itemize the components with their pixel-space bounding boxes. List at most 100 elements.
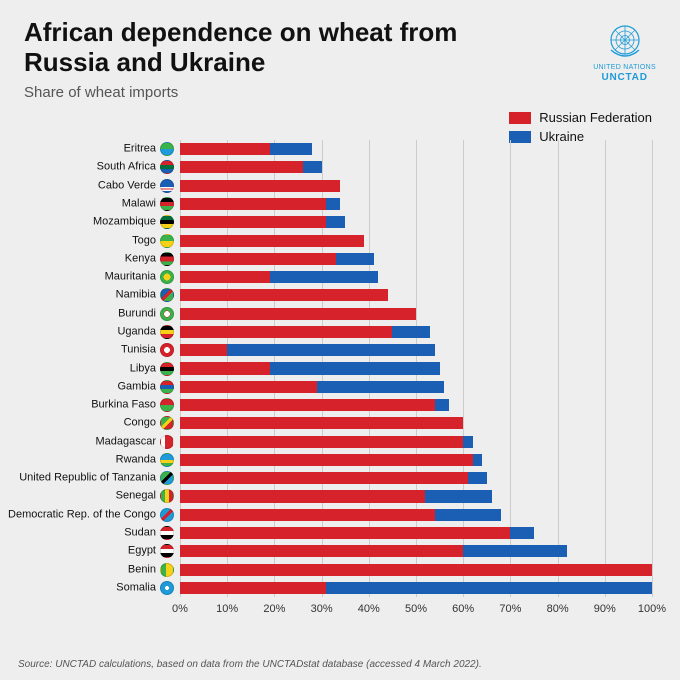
bar-segment-russia: [180, 326, 392, 338]
country-label: Somalia: [0, 582, 156, 593]
bar-segment-ukraine: [435, 399, 449, 411]
flag-icon: [160, 325, 174, 339]
x-tick-label: 70%: [499, 603, 521, 615]
country-label: Gambia: [0, 381, 156, 392]
bar-row: Burundi: [180, 305, 652, 323]
bar-segment-russia: [180, 216, 326, 228]
bar-stack: [180, 545, 652, 557]
bar-stack: [180, 417, 652, 429]
flag-icon: [160, 563, 174, 577]
bar-stack: [180, 564, 652, 576]
country-label: Eritrea: [0, 144, 156, 155]
bar-row: Namibia: [180, 286, 652, 304]
bar-segment-ukraine: [392, 326, 430, 338]
bar-segment-russia: [180, 344, 227, 356]
logo-line-2: UNCTAD: [593, 72, 656, 83]
bar-row: Cabo Verde: [180, 177, 652, 195]
chart-title: African dependence on wheat from Russia …: [24, 18, 524, 78]
bar-segment-russia: [180, 198, 326, 210]
country-label: Burkina Faso: [0, 400, 156, 411]
bar-segment-ukraine: [510, 527, 534, 539]
country-label: Sudan: [0, 528, 156, 539]
un-emblem-icon: [603, 18, 647, 62]
title-line-2: Russia and Ukraine: [24, 47, 265, 77]
flag-icon: [160, 544, 174, 558]
bar-segment-russia: [180, 509, 435, 521]
bar-segment-ukraine: [270, 362, 440, 374]
bar-segment-russia: [180, 161, 303, 173]
country-label: Malawi: [0, 198, 156, 209]
country-label: Tunisia: [0, 345, 156, 356]
x-tick-label: 80%: [547, 603, 569, 615]
bar-segment-ukraine: [270, 143, 312, 155]
bar-segment-ukraine: [326, 198, 340, 210]
country-label: Namibia: [0, 290, 156, 301]
title-line-1: African dependence on wheat from: [24, 17, 457, 47]
flag-icon: [160, 453, 174, 467]
source-citation: Source: UNCTAD calculations, based on da…: [18, 659, 482, 670]
bar-stack: [180, 235, 652, 247]
bar-segment-ukraine: [336, 253, 374, 265]
bar-row: Egypt: [180, 542, 652, 560]
bar-row: Democratic Rep. of the Congo: [180, 506, 652, 524]
bar-rows: EritreaSouth AfricaCabo VerdeMalawiMozam…: [180, 140, 652, 597]
bar-stack: [180, 161, 652, 173]
country-label: Egypt: [0, 546, 156, 557]
bar-segment-ukraine: [463, 436, 472, 448]
bar-stack: [180, 344, 652, 356]
bar-stack: [180, 399, 652, 411]
flag-icon: [160, 380, 174, 394]
country-label: Senegal: [0, 491, 156, 502]
country-label: Mauritania: [0, 272, 156, 283]
x-axis: 0%10%20%30%40%50%60%70%80%90%100%: [180, 597, 652, 615]
flag-icon: [160, 435, 174, 449]
country-label: Rwanda: [0, 454, 156, 465]
bar-segment-russia: [180, 271, 270, 283]
flag-icon: [160, 471, 174, 485]
flag-icon: [160, 270, 174, 284]
flag-icon: [160, 288, 174, 302]
bar-row: South Africa: [180, 158, 652, 176]
plot: EritreaSouth AfricaCabo VerdeMalawiMozam…: [180, 140, 652, 615]
country-label: Democratic Rep. of the Congo: [0, 509, 156, 520]
legend-item-russia: Russian Federation: [509, 110, 652, 125]
bar-row: Gambia: [180, 378, 652, 396]
bar-segment-ukraine: [326, 216, 345, 228]
bar-stack: [180, 289, 652, 301]
bar-segment-russia: [180, 545, 463, 557]
bar-segment-ukraine: [435, 509, 501, 521]
bar-segment-russia: [180, 454, 473, 466]
bar-stack: [180, 326, 652, 338]
bar-segment-ukraine: [317, 381, 444, 393]
country-label: Congo: [0, 418, 156, 429]
flag-icon: [160, 526, 174, 540]
flag-icon: [160, 362, 174, 376]
bar-stack: [180, 143, 652, 155]
bar-segment-ukraine: [468, 472, 487, 484]
bar-segment-russia: [180, 582, 326, 594]
bar-segment-russia: [180, 362, 270, 374]
bar-row: Mozambique: [180, 213, 652, 231]
country-label: South Africa: [0, 162, 156, 173]
header: African dependence on wheat from Russia …: [0, 0, 680, 109]
flag-icon: [160, 160, 174, 174]
bar-segment-russia: [180, 417, 463, 429]
bar-row: United Republic of Tanzania: [180, 469, 652, 487]
bar-row: Burkina Faso: [180, 396, 652, 414]
flag-icon: [160, 142, 174, 156]
flag-icon: [160, 343, 174, 357]
flag-icon: [160, 508, 174, 522]
flag-icon: [160, 179, 174, 193]
country-label: Libya: [0, 363, 156, 374]
grid-line: [652, 140, 653, 597]
chart-subtitle: Share of wheat imports: [24, 84, 656, 101]
bar-segment-ukraine: [270, 271, 379, 283]
flag-icon: [160, 307, 174, 321]
x-tick-label: 60%: [452, 603, 474, 615]
bar-stack: [180, 308, 652, 320]
flag-icon: [160, 197, 174, 211]
bar-segment-russia: [180, 235, 364, 247]
flag-icon: [160, 489, 174, 503]
bar-segment-russia: [180, 253, 336, 265]
bar-segment-ukraine: [303, 161, 322, 173]
